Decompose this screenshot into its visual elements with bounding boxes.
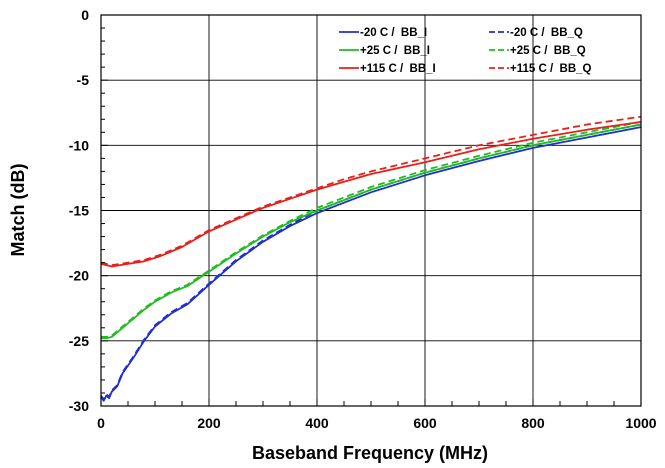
y-tick-label: -20 [69, 268, 89, 284]
legend-label: -20 C / BB_I [360, 27, 427, 39]
x-tick-label: 800 [521, 415, 545, 431]
x-tick-label: 400 [305, 415, 329, 431]
series-line-1 [100, 126, 642, 402]
legend-label: -20 C / BB_Q [510, 27, 583, 39]
x-tick-label: 200 [197, 415, 221, 431]
legend-label: +25 C / BB_I [360, 45, 430, 57]
legend: -20 C / BB_I -20 C / BB_Q +25 C / BB_I +25 … [339, 27, 592, 75]
y-tick-label: -10 [69, 137, 89, 153]
legend-label: +115 C / BB_Q [510, 63, 592, 75]
x-axis-title: Baseband Frequency (MHz) [252, 443, 488, 463]
legend-label: +25 C / BB_Q [510, 45, 586, 57]
series-line-5 [100, 121, 642, 268]
series-group [100, 115, 642, 402]
y-tick-label: -25 [69, 333, 89, 349]
x-tick-label: 600 [413, 415, 437, 431]
series-line-6 [100, 115, 642, 267]
series-line-3 [101, 123, 642, 340]
x-tick-label: 0 [97, 415, 105, 431]
x-tick-label: 1000 [625, 415, 656, 431]
y-axis-title: Match (dB) [8, 164, 28, 257]
y-tick-label: -5 [77, 72, 90, 88]
y-tick-label: -15 [69, 203, 89, 219]
y-tick-label: -30 [69, 398, 89, 414]
legend-label: +115 C / BB_I [360, 63, 436, 75]
y-tick-label: 0 [81, 7, 89, 23]
ticks: 0 200 400 600 800 1000 0 -5 -10 -15 -20 -25 -30 [69, 7, 657, 431]
